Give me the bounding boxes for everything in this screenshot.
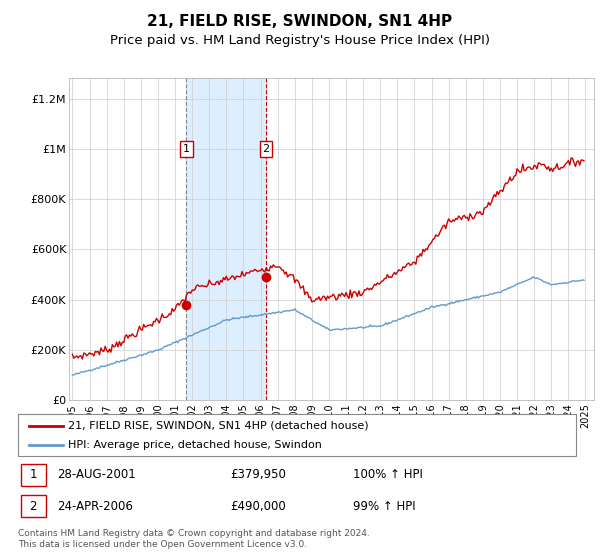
Text: Contains HM Land Registry data © Crown copyright and database right 2024.
This d: Contains HM Land Registry data © Crown c…	[18, 529, 370, 549]
Text: 2: 2	[29, 500, 37, 512]
Text: £379,950: £379,950	[230, 468, 286, 482]
Bar	[187, 78, 266, 400]
Text: 24-APR-2006: 24-APR-2006	[57, 500, 133, 512]
Text: 100% ↑ HPI: 100% ↑ HPI	[353, 468, 422, 482]
Text: 21, FIELD RISE, SWINDON, SN1 4HP: 21, FIELD RISE, SWINDON, SN1 4HP	[148, 14, 452, 29]
Text: 2: 2	[262, 144, 269, 154]
Text: 99% ↑ HPI: 99% ↑ HPI	[353, 500, 415, 512]
Text: HPI: Average price, detached house, Swindon: HPI: Average price, detached house, Swin…	[68, 440, 322, 450]
Text: 1: 1	[29, 468, 37, 482]
FancyBboxPatch shape	[21, 464, 46, 486]
FancyBboxPatch shape	[21, 495, 46, 517]
Text: 1: 1	[183, 144, 190, 154]
Text: £490,000: £490,000	[230, 500, 286, 512]
Text: 28-AUG-2001: 28-AUG-2001	[57, 468, 136, 482]
Text: Price paid vs. HM Land Registry's House Price Index (HPI): Price paid vs. HM Land Registry's House …	[110, 34, 490, 46]
Text: 21, FIELD RISE, SWINDON, SN1 4HP (detached house): 21, FIELD RISE, SWINDON, SN1 4HP (detach…	[68, 421, 369, 431]
